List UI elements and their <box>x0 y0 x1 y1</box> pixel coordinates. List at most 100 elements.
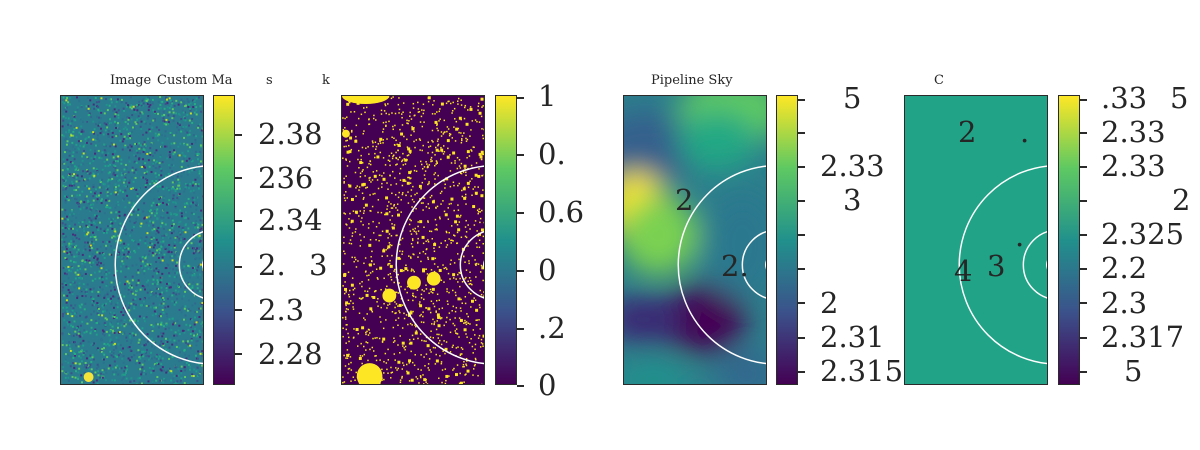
c-title: C <box>934 73 944 88</box>
mask-speckles <box>342 96 484 384</box>
aperture-inner-ring <box>741 231 766 299</box>
aperture-inner-ring <box>459 231 484 299</box>
aperture-outer-ring <box>677 165 766 365</box>
mask-title-part-s: s <box>266 73 273 88</box>
sky-colorbar-tick <box>798 166 805 168</box>
mask-blob <box>356 363 383 384</box>
sky-cbar-label-2: 2.33 <box>820 149 885 183</box>
sky-colorbar-tick <box>798 268 805 270</box>
c-colorbar-tick <box>1080 166 1087 168</box>
image-cbar-label-6: 2.28 <box>258 337 323 371</box>
c-cbar-label-6: 2.325 <box>1101 217 1185 251</box>
c-colorbar-tick <box>1080 200 1087 202</box>
image-colorbar-tick <box>235 177 242 179</box>
sky-field <box>624 96 766 384</box>
mask-blob <box>342 129 350 138</box>
image-colorbar-tick <box>235 266 242 268</box>
c-cbar-label-3: 2.33 <box>1101 115 1166 149</box>
aperture-inner-ring <box>1022 231 1047 299</box>
mask-blob <box>426 271 441 286</box>
target-star <box>483 260 484 270</box>
aperture-outer-ring <box>114 165 203 365</box>
sky-colorbar-tick <box>798 200 805 202</box>
target-star <box>1046 260 1047 270</box>
sky-overlay-label-1: 2 <box>675 183 694 217</box>
image-cbar-label-extra: 3 <box>309 248 328 282</box>
c-cbar-label-5: 2 <box>1172 183 1191 217</box>
mask-cbar-label-6: 0 <box>538 368 557 402</box>
mask-panel <box>341 95 485 385</box>
sky-overlay-label-2: 2. <box>721 249 749 283</box>
sky-colorbar-tick <box>798 132 805 134</box>
mask-blob <box>382 288 397 303</box>
c-colorbar-tick <box>1080 302 1087 304</box>
mask-colorbar-tick <box>517 154 524 156</box>
sky-colorbar-tick <box>798 234 805 236</box>
mask-title: Custom Ma <box>157 73 233 88</box>
c-colorbar-tick <box>1080 132 1087 134</box>
image-heatmap <box>61 96 203 384</box>
mask-colorbar-tick <box>517 385 524 387</box>
image-colorbar-tick <box>235 134 242 136</box>
c-colorbar-tick <box>1080 337 1087 339</box>
sky-cbar-label-6: 2.315 <box>820 354 904 388</box>
c-cbar-label-10: 5 <box>1124 354 1143 388</box>
sky-colorbar-tick <box>798 337 805 339</box>
c-colorbar <box>1058 95 1080 385</box>
mask-colorbar <box>495 95 517 385</box>
mask-heatmap <box>342 96 484 384</box>
c-cbar-label-9: 2.317 <box>1101 320 1185 354</box>
image-colorbar-tick <box>235 309 242 311</box>
image-cbar-label-2: 236 <box>258 161 314 195</box>
pipeline-sky-title: Pipeline Sky <box>651 73 733 88</box>
sky-colorbar-tick <box>798 99 805 101</box>
c-colorbar-tick <box>1080 268 1087 270</box>
image-cbar-label-4: 2. <box>258 248 286 282</box>
image-cbar-label-5: 2.3 <box>258 293 305 327</box>
sky-cbar-label-3: 3 <box>843 183 862 217</box>
c-colorbar-tick <box>1080 371 1087 373</box>
mask-cbar-label-4: 0 <box>538 253 557 287</box>
c-panel <box>904 95 1048 385</box>
c-overlay-label-1: 2 <box>958 115 977 149</box>
bright-source <box>83 372 94 383</box>
mask-title-part-k: k <box>322 73 330 88</box>
mask-cbar-label-5: .2 <box>538 311 566 345</box>
c-cbar-label-4: 2.33 <box>1101 149 1166 183</box>
c-heatmap <box>905 96 1047 384</box>
mask-colorbar-tick <box>517 97 524 99</box>
aperture-outer-ring <box>958 165 1047 365</box>
image-noise <box>61 96 203 384</box>
aperture-outer-ring <box>395 165 484 365</box>
c-background <box>905 96 1047 384</box>
mask-colorbar-tick <box>517 328 524 330</box>
mask-blob <box>407 275 421 290</box>
c-overlay-label-3: . <box>1015 219 1025 253</box>
c-cbar-label-8: 2.3 <box>1101 286 1148 320</box>
sky-cbar-label-4: 2 <box>820 286 839 320</box>
sky-colorbar-tick <box>798 371 805 373</box>
image-colorbar <box>213 95 235 385</box>
c-cbar-label-2: 5 <box>1170 81 1189 115</box>
c-overlay-label-4: 4 <box>954 254 973 288</box>
c-overlay-label-5: 3 <box>987 249 1006 283</box>
c-colorbar-tick <box>1080 99 1087 101</box>
image-colorbar-tick <box>235 353 242 355</box>
mask-blob <box>342 96 390 104</box>
sky-cbar-label-5: 2.31 <box>820 320 885 354</box>
sky-cbar-label-1: 5 <box>843 81 862 115</box>
c-overlay-label-2: . <box>1020 115 1030 149</box>
target-star <box>202 260 203 270</box>
mask-cbar-label-3: 0.6 <box>538 195 585 229</box>
mask-colorbar-tick <box>517 270 524 272</box>
image-cbar-label-1: 2.38 <box>258 117 323 151</box>
image-title: Image <box>110 73 152 88</box>
target-star <box>765 260 766 270</box>
c-colorbar-tick <box>1080 234 1087 236</box>
image-panel <box>60 95 204 385</box>
pipeline-sky-colorbar <box>776 95 798 385</box>
sky-colorbar-tick <box>798 302 805 304</box>
mask-colorbar-tick <box>517 212 524 214</box>
image-cbar-label-3: 2.34 <box>258 203 323 237</box>
c-cbar-label-1: .33 <box>1101 81 1148 115</box>
